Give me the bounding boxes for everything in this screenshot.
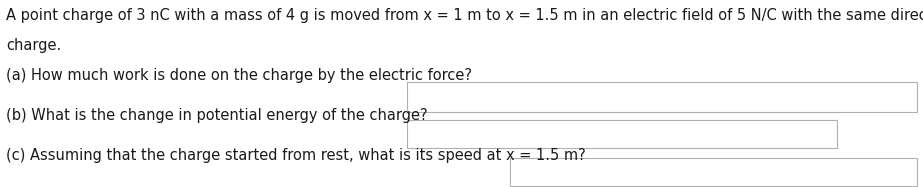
Bar bbox=[407, 120, 837, 148]
Text: (c) Assuming that the charge started from rest, what is its speed at x = 1.5 m?: (c) Assuming that the charge started fro… bbox=[6, 148, 586, 163]
Text: A point charge of 3 nC with a mass of 4 g is moved from x = 1 m to x = 1.5 m in : A point charge of 3 nC with a mass of 4 … bbox=[6, 8, 923, 23]
Bar bbox=[510, 158, 917, 186]
Bar bbox=[407, 82, 917, 112]
Text: (a) How much work is done on the charge by the electric force?: (a) How much work is done on the charge … bbox=[6, 68, 472, 83]
Text: charge.: charge. bbox=[6, 38, 61, 53]
Text: (b) What is the change in potential energy of the charge?: (b) What is the change in potential ener… bbox=[6, 108, 427, 123]
